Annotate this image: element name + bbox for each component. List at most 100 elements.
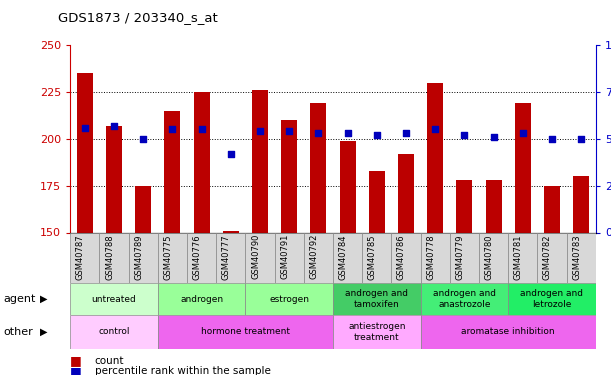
Text: GDS1873 / 203340_s_at: GDS1873 / 203340_s_at — [58, 11, 218, 24]
Point — [576, 136, 586, 142]
Text: GSM40792: GSM40792 — [309, 234, 318, 279]
Bar — [70, 232, 100, 283]
Bar — [135, 186, 152, 232]
Bar — [158, 283, 246, 315]
Bar — [310, 103, 326, 232]
Bar — [456, 180, 472, 232]
Bar — [106, 126, 122, 232]
Bar — [70, 283, 158, 315]
Text: GSM40790: GSM40790 — [251, 234, 260, 279]
Text: hormone treatment: hormone treatment — [201, 327, 290, 336]
Bar — [100, 232, 129, 283]
Bar — [187, 232, 216, 283]
Bar — [420, 232, 450, 283]
Bar — [479, 232, 508, 283]
Bar — [420, 283, 508, 315]
Bar — [194, 92, 210, 232]
Point — [343, 130, 353, 136]
Text: GSM40784: GSM40784 — [338, 234, 348, 279]
Bar — [252, 90, 268, 232]
Text: androgen and
letrozole: androgen and letrozole — [521, 290, 584, 309]
Point — [167, 126, 177, 132]
Text: androgen and
anastrozole: androgen and anastrozole — [433, 290, 496, 309]
Text: GSM40775: GSM40775 — [163, 234, 172, 279]
Text: GSM40786: GSM40786 — [397, 234, 406, 280]
Bar — [246, 283, 333, 315]
Bar — [246, 232, 274, 283]
Bar — [566, 232, 596, 283]
Bar — [158, 232, 187, 283]
Point — [226, 151, 236, 157]
Bar — [70, 315, 158, 349]
Text: GSM40783: GSM40783 — [572, 234, 581, 280]
Bar — [333, 315, 420, 349]
Text: GSM40780: GSM40780 — [485, 234, 494, 279]
Text: GSM40779: GSM40779 — [455, 234, 464, 279]
Text: percentile rank within the sample: percentile rank within the sample — [95, 366, 271, 375]
Bar — [398, 154, 414, 232]
Bar — [164, 111, 180, 232]
Point — [313, 130, 323, 136]
Bar — [508, 232, 537, 283]
Point — [284, 128, 294, 134]
Point — [255, 128, 265, 134]
Text: ▶: ▶ — [40, 294, 48, 304]
Text: GSM40782: GSM40782 — [543, 234, 552, 279]
Text: ■: ■ — [70, 354, 82, 367]
Text: GSM40791: GSM40791 — [280, 234, 289, 279]
Point — [372, 132, 382, 138]
Text: other: other — [3, 327, 33, 337]
Bar — [340, 141, 356, 232]
Text: count: count — [95, 356, 124, 366]
Bar — [333, 232, 362, 283]
Text: GSM40789: GSM40789 — [134, 234, 143, 279]
Point — [459, 132, 469, 138]
Bar — [333, 283, 420, 315]
Bar — [537, 232, 566, 283]
Bar — [281, 120, 297, 232]
Bar — [427, 82, 443, 232]
Bar — [420, 315, 596, 349]
Bar — [573, 176, 589, 232]
Bar — [223, 231, 239, 232]
Text: antiestrogen
treatment: antiestrogen treatment — [348, 322, 406, 342]
Text: untreated: untreated — [92, 295, 136, 304]
Text: ■: ■ — [70, 365, 82, 375]
Bar — [544, 186, 560, 232]
Text: androgen: androgen — [180, 295, 223, 304]
Bar — [216, 232, 246, 283]
Text: GSM40785: GSM40785 — [368, 234, 377, 279]
Bar — [514, 103, 531, 232]
Bar — [486, 180, 502, 232]
Point — [518, 130, 528, 136]
Bar — [392, 232, 420, 283]
Bar — [304, 232, 333, 283]
Bar — [369, 171, 385, 232]
Bar — [508, 283, 596, 315]
Text: ▶: ▶ — [40, 327, 48, 337]
Text: GSM40787: GSM40787 — [76, 234, 85, 280]
Text: aromatase inhibition: aromatase inhibition — [461, 327, 555, 336]
Point — [138, 136, 148, 142]
Text: GSM40777: GSM40777 — [222, 234, 231, 280]
Bar — [158, 315, 333, 349]
Text: GSM40788: GSM40788 — [105, 234, 114, 280]
Text: GSM40781: GSM40781 — [514, 234, 523, 279]
Bar — [77, 73, 93, 232]
Bar — [274, 232, 304, 283]
Point — [80, 124, 90, 130]
Point — [430, 126, 440, 132]
Point — [489, 134, 499, 140]
Bar — [362, 232, 392, 283]
Point — [401, 130, 411, 136]
Text: GSM40776: GSM40776 — [192, 234, 202, 280]
Text: androgen and
tamoxifen: androgen and tamoxifen — [345, 290, 408, 309]
Bar — [450, 232, 479, 283]
Point — [109, 123, 119, 129]
Point — [547, 136, 557, 142]
Text: agent: agent — [3, 294, 35, 304]
Point — [197, 126, 207, 132]
Text: estrogen: estrogen — [269, 295, 309, 304]
Bar — [129, 232, 158, 283]
Text: control: control — [98, 327, 130, 336]
